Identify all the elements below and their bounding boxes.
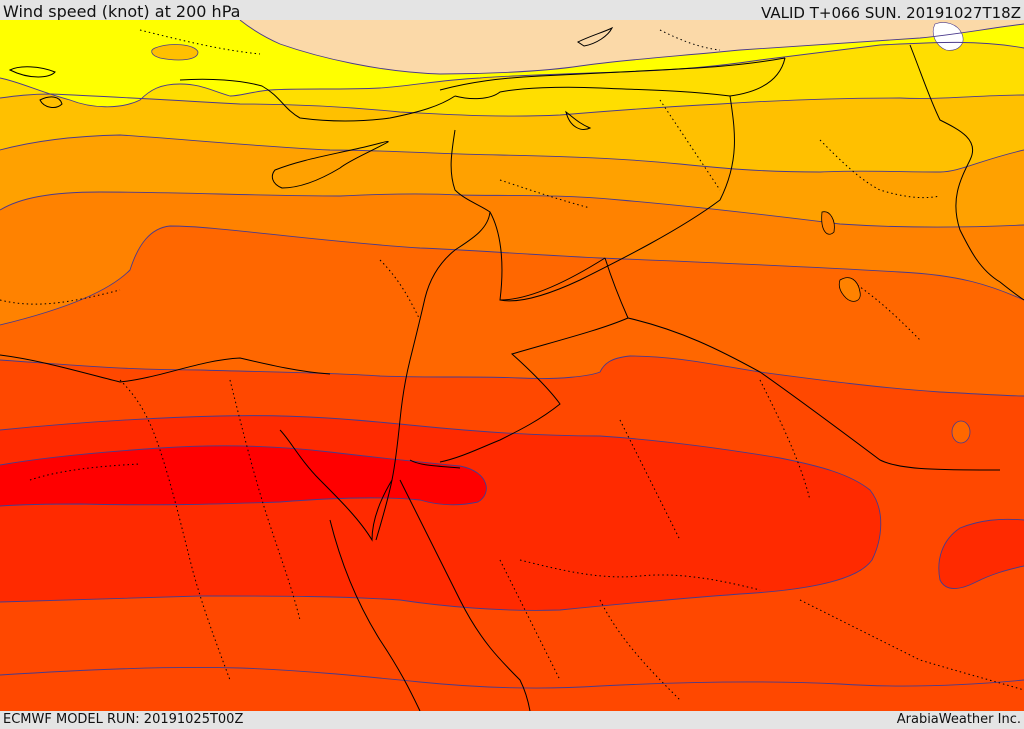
lakes <box>821 211 861 302</box>
map-title: Wind speed (knot) at 200 hPa <box>3 2 241 21</box>
admin-boundaries <box>0 29 1024 701</box>
credit: ArabiaWeather Inc. <box>896 712 1021 727</box>
valid-time: VALID T+066 SUN. 20191027T18Z <box>761 4 1021 22</box>
borders <box>0 26 1024 711</box>
contour-lines <box>0 20 1024 689</box>
snow-patch <box>932 22 964 51</box>
band-pale-north <box>240 20 1024 74</box>
wind-speed-map <box>0 20 1024 711</box>
footer-bar: ECMWF MODEL RUN: 20191025T00Z ArabiaWeat… <box>0 711 1024 729</box>
cell-aegean <box>151 44 199 61</box>
band-red-core <box>0 445 487 506</box>
model-run: ECMWF MODEL RUN: 20191025T00Z <box>3 712 244 727</box>
header-bar: Wind speed (knot) at 200 hPa VALID T+066… <box>0 0 1024 22</box>
cell-east <box>951 420 971 444</box>
